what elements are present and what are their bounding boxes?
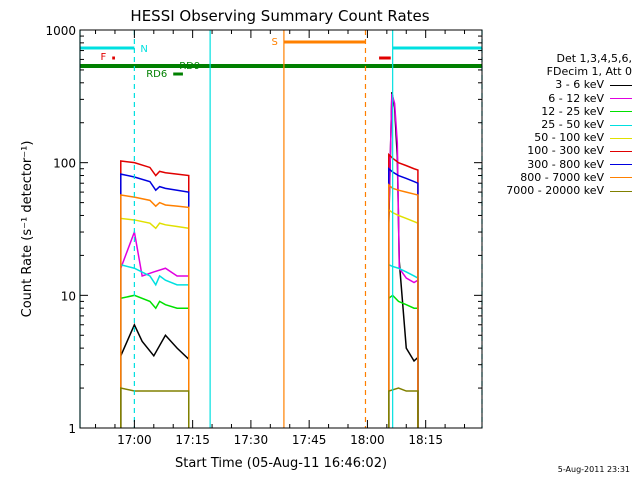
legend-entry-300-800-kev: 300 - 800 keV [506, 158, 632, 171]
legend-entry-label: 800 - 7000 keV [520, 170, 604, 184]
flag-label-rd6: RD6 [146, 69, 167, 80]
legend-entry-label: 50 - 100 keV [534, 131, 604, 145]
series-line-3-6-kev-seg0 [120, 322, 190, 428]
series-line-50-100-kev-seg0 [120, 217, 190, 428]
legend-entry-50-100-kev: 50 - 100 keV [506, 131, 632, 144]
flag-bar-n [392, 46, 482, 50]
flag-bar-rd6 [173, 72, 183, 76]
series-line-300-800-kev-seg0 [120, 173, 190, 428]
y-tick-label: 1000 [45, 24, 76, 38]
legend-entry-800-7000-kev: 800 - 7000 keV [506, 171, 632, 184]
legend-swatch [610, 137, 632, 139]
x-tick-label: 17:15 [175, 433, 210, 447]
legend-swatch [610, 124, 632, 126]
series-line-800-7000-kev-seg0 [120, 194, 190, 428]
timestamp: 5-Aug-2011 23:31 [557, 465, 630, 474]
flag-label-s: S [272, 37, 278, 48]
legend-entry-12-25-kev: 12 - 25 keV [506, 105, 632, 118]
y-axis-label: Count Rate (s⁻¹ detector⁻¹) [20, 141, 35, 318]
legend-swatch [610, 164, 632, 166]
chart-title: HESSI Observing Summary Count Rates [130, 7, 429, 25]
flag-bar-unlabeled [80, 64, 482, 68]
legend-header-line-2: FDecim 1, Att 0 [546, 65, 632, 79]
flag-label-n: N [140, 44, 147, 55]
x-tick-label: 17:30 [234, 433, 269, 447]
legend: Det 1,3,4,5,6, FDecim 1, Att 0 3 - 6 keV… [506, 52, 632, 197]
series-group [120, 92, 419, 428]
series-line-7000-20000-kev-seg0 [120, 387, 190, 428]
flag-bars-group: NFRD9RD6S [80, 37, 482, 80]
series-line-800-7000-kev-seg1 [388, 183, 419, 428]
legend-swatch [610, 98, 632, 100]
legend-entry-label: 6 - 12 keV [548, 91, 604, 105]
y-tick-label: 1 [68, 422, 76, 436]
x-tick-label: 17:45 [292, 433, 327, 447]
legend-entry-6-12-kev: 6 - 12 keV [506, 92, 632, 105]
series-line-100-300-kev-seg1 [388, 152, 419, 428]
legend-entry-label: 25 - 50 keV [541, 118, 604, 132]
series-line-7000-20000-kev-seg1 [388, 387, 419, 428]
flag-bar-f [112, 56, 115, 60]
series-line-6-12-kev-seg0 [120, 229, 190, 428]
legend-entry-3-6-kev: 3 - 6 keV [506, 78, 632, 91]
y-tick-label: 10 [61, 289, 76, 303]
axes-group: 17:00 17:15 17:30 17:45 18:00 18:15 1 10 100 1000 [45, 24, 482, 447]
flag-bar-n [80, 46, 135, 50]
legend-header-line-1: Det 1,3,4,5,6, [556, 52, 632, 65]
flag-bar-s [283, 40, 366, 44]
legend-swatch [610, 177, 632, 179]
x-axis-label: Start Time (05-Aug-11 16:46:02) [175, 456, 387, 471]
flag-label-f: F [100, 52, 106, 63]
flag-bar-unlabeled [379, 56, 391, 60]
legend-swatch [610, 190, 632, 192]
legend-entry-label: 12 - 25 keV [541, 104, 604, 118]
x-tick-label: 18:15 [408, 433, 443, 447]
series-line-100-300-kev-seg0 [120, 160, 190, 428]
legend-entry-25-50-kev: 25 - 50 keV [506, 118, 632, 131]
series-line-25-50-kev-seg0 [120, 263, 190, 428]
legend-entry-label: 300 - 800 keV [527, 157, 604, 171]
series-line-300-800-kev-seg1 [388, 167, 419, 428]
legend-entry-label: 7000 - 20000 keV [506, 184, 604, 198]
plot-frame [79, 29, 483, 429]
series-line-6-12-kev-seg1 [388, 93, 419, 428]
legend-entries: 3 - 6 keV 6 - 12 keV 12 - 25 keV 25 - 50 ke… [506, 78, 632, 197]
legend-entry-label: 3 - 6 keV [555, 78, 604, 92]
legend-entry-label: 100 - 300 keV [527, 144, 604, 158]
legend-swatch [610, 84, 632, 86]
legend-entry-100-300-kev: 100 - 300 keV [506, 144, 632, 157]
x-tick-label: 17:00 [117, 433, 152, 447]
vertical-markers-group [79, 30, 483, 428]
legend-swatch [610, 150, 632, 152]
y-tick-label: 100 [53, 157, 76, 171]
legend-entry-7000-20000-kev: 7000 - 20000 keV [506, 184, 632, 197]
legend-swatch [610, 111, 632, 113]
x-tick-label: 18:00 [350, 433, 385, 447]
series-line-12-25-kev-seg0 [120, 294, 190, 428]
